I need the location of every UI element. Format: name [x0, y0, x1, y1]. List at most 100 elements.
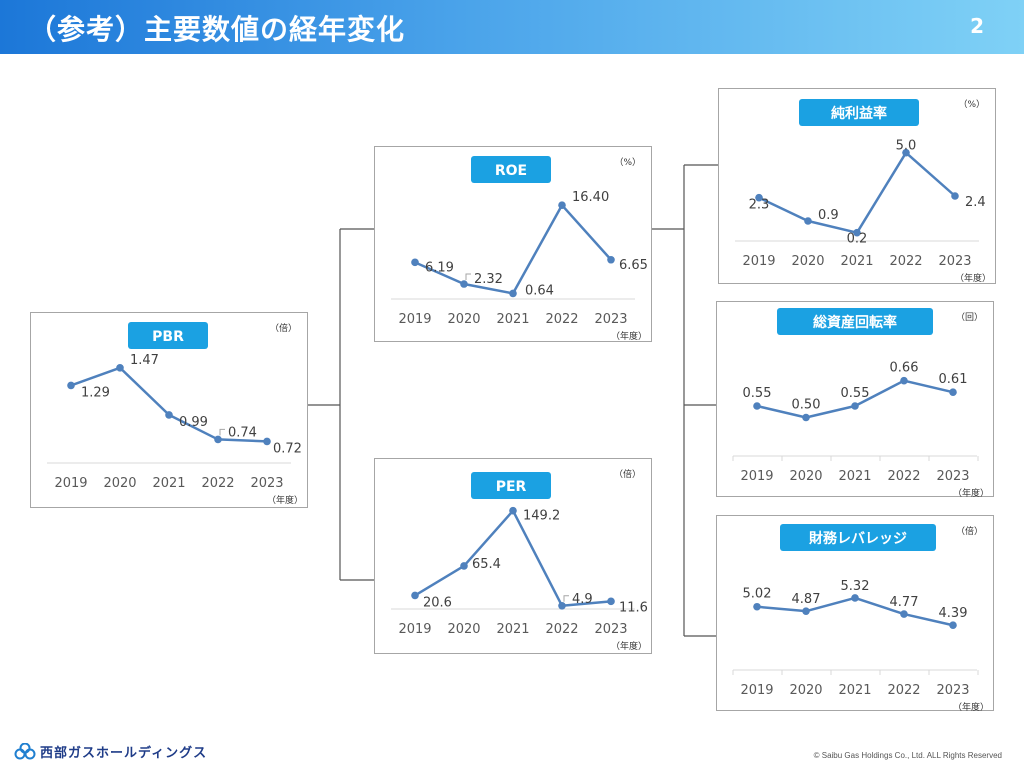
x-tick-label: 2021	[838, 683, 871, 698]
chart-title-pill	[799, 99, 919, 126]
data-label: 0.55	[743, 386, 772, 401]
per-chart: PER （倍） 2019 2020 2021 2022 2023 （年度） 20.6 65.4 14…	[391, 468, 648, 652]
data-point	[900, 610, 908, 618]
data-label: 0.9	[818, 208, 839, 223]
label-leader	[465, 273, 471, 281]
data-point	[607, 597, 615, 606]
chart-title: PER	[496, 479, 527, 495]
x-tick-label: 2019	[740, 683, 773, 698]
data-point	[753, 602, 761, 611]
financial-leverage-panel: 財務レバレッジ （倍） 2019 2020 2021 2022 2023 （年度） 5.02 4.…	[716, 515, 994, 713]
x-tick-label: 2019	[54, 476, 87, 491]
data-label: 4.9	[572, 592, 593, 607]
page-title: （参考）主要数値の経年変化	[28, 13, 406, 46]
data-label: 5.32	[841, 579, 870, 594]
unit-label: （倍）	[614, 468, 641, 480]
data-label: 5.02	[743, 587, 772, 602]
x-tick-label: 2022	[889, 254, 922, 269]
chart-title-pill	[128, 322, 208, 349]
x-tick-label: 2020	[103, 476, 136, 491]
label-leader	[219, 428, 225, 436]
x-axis-unit: （年度）	[953, 701, 989, 713]
chart-title-pill	[471, 156, 551, 183]
data-point	[851, 402, 859, 410]
logo-text: 西部ガスホールディングス	[40, 746, 208, 761]
asset-turnover-panel: 総資産回転率 （回） 2019 2020 2021 2022 2023 （年度） 0.55 0.5…	[716, 301, 994, 499]
chart-title: PBR	[152, 329, 184, 345]
x-tick-label: 2021	[838, 469, 871, 484]
x-tick-label: 2021	[496, 622, 529, 637]
unit-label: （倍）	[956, 525, 983, 537]
data-point	[802, 607, 810, 615]
data-point	[411, 591, 419, 600]
data-point	[900, 376, 908, 385]
data-point	[509, 506, 517, 515]
data-label: 0.74	[228, 425, 257, 440]
series-line	[756, 596, 954, 627]
data-label: 11.6	[619, 600, 648, 615]
x-tick-label: 2023	[594, 312, 627, 327]
x-tick-label: 2020	[789, 469, 822, 484]
x-tick-label: 2019	[398, 622, 431, 637]
chart-title: 総資産回転率	[813, 314, 897, 331]
header-bar: （参考）主要数値の経年変化 2	[0, 0, 1024, 54]
chart-title-pill	[471, 472, 551, 499]
copyright: © Saibu Gas Holdings Co., Ltd. ALL Right…	[813, 751, 1002, 760]
data-point	[411, 258, 419, 267]
x-tick-label: 2020	[789, 683, 822, 698]
x-tick-label: 2022	[887, 683, 920, 698]
data-label: 149.2	[523, 509, 560, 524]
unit-label: （%）	[958, 99, 985, 110]
data-label: 0.99	[179, 415, 208, 430]
data-label: 2.4	[965, 195, 986, 210]
asset-turnover-chart: 総資産回転率 （回） 2019 2020 2021 2022 2023 （年度） 0.55 0.5…	[732, 308, 989, 499]
data-label: 20.6	[423, 595, 452, 610]
net-margin-panel: 純利益率 （%） 2019 2020 2021 2022 2023 （年度） 2.3 0.9 0.2…	[718, 88, 996, 284]
unit-label: （%）	[614, 157, 641, 168]
unit-label: （回）	[956, 312, 983, 323]
data-point	[165, 411, 173, 419]
data-point	[214, 435, 222, 444]
chart-title-pill	[777, 308, 933, 335]
x-tick-label: 2021	[840, 254, 873, 269]
data-point	[607, 255, 615, 264]
series-line	[758, 151, 956, 234]
data-label: 0.66	[890, 361, 919, 376]
x-tick-label: 2020	[791, 254, 824, 269]
x-tick-label: 2021	[496, 312, 529, 327]
data-point	[263, 437, 271, 446]
data-label: 0.64	[525, 283, 554, 298]
x-tick-label: 2020	[447, 312, 480, 327]
data-point	[853, 228, 861, 237]
x-tick-label: 2021	[152, 476, 185, 491]
data-label: 0.55	[841, 386, 870, 401]
pbr-panel: PBR （倍） 2019 2020 2021 2022 2023 （年度） 1.29 1.47 0.…	[30, 312, 308, 508]
x-axis-unit: （年度）	[955, 272, 991, 284]
data-point	[558, 201, 566, 209]
x-axis-unit: （年度）	[267, 494, 303, 506]
data-point	[753, 402, 761, 410]
data-point	[902, 148, 910, 157]
data-label: 4.87	[792, 592, 821, 607]
data-label: 5.0	[896, 139, 917, 154]
data-point	[558, 601, 566, 610]
data-point	[949, 388, 957, 396]
x-tick-label: 2019	[742, 254, 775, 269]
data-label: 1.29	[81, 385, 110, 400]
chart-title-pill	[780, 524, 936, 551]
roe-chart: ROE （%） 2019 2020 2021 2022 2023 （年度） 6.19 2.32 0.…	[391, 156, 648, 342]
chart-title: 財務レバレッジ	[808, 530, 907, 547]
x-tick-label: 2023	[250, 476, 283, 491]
data-point	[802, 413, 810, 422]
data-point	[116, 363, 124, 372]
x-tick-label: 2019	[740, 469, 773, 484]
company-logo: 西部ガスホールディングス	[14, 742, 207, 761]
x-axis-unit: （年度）	[611, 330, 647, 342]
data-label: 4.77	[890, 595, 919, 610]
chart-title: ROE	[495, 163, 527, 179]
x-tick-label: 2023	[594, 622, 627, 637]
pbr-chart: PBR （倍） 2019 2020 2021 2022 2023 （年度） 1.29 1.47 0.…	[47, 322, 303, 506]
data-label: 4.39	[939, 606, 968, 621]
data-point	[804, 217, 812, 225]
